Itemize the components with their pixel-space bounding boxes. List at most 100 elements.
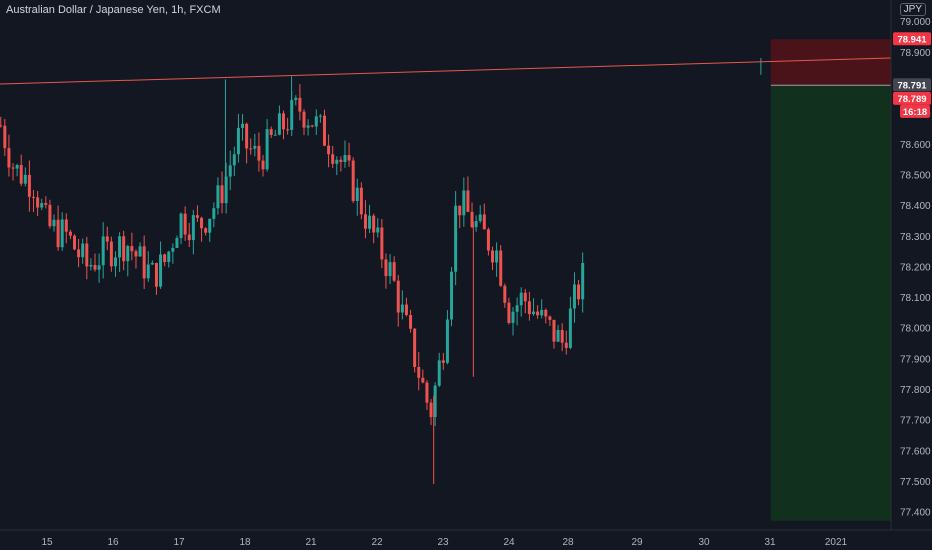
candle xyxy=(204,227,208,236)
x-tick-label: 30 xyxy=(698,537,710,548)
candle xyxy=(245,122,249,164)
candle xyxy=(36,190,40,216)
candle xyxy=(154,262,158,295)
candle xyxy=(368,204,372,233)
x-tick-label: 31 xyxy=(764,537,776,548)
candle xyxy=(478,205,482,224)
candle xyxy=(273,129,277,136)
y-tick-label: 77.500 xyxy=(900,477,931,488)
candle xyxy=(179,212,183,245)
candle xyxy=(421,369,425,384)
stop-loss-zone[interactable] xyxy=(770,39,891,86)
svg-text:78.941: 78.941 xyxy=(897,34,927,45)
price-label-last: 78.789 xyxy=(893,91,931,105)
candle xyxy=(507,297,511,325)
x-tick-label: 21 xyxy=(305,537,317,548)
candle xyxy=(113,251,117,277)
candle xyxy=(400,290,404,320)
candle xyxy=(81,238,85,264)
candle xyxy=(454,190,458,286)
y-tick-label: 78.900 xyxy=(900,48,931,59)
svg-text:78.789: 78.789 xyxy=(897,94,926,105)
candle xyxy=(97,253,101,283)
candle xyxy=(519,287,523,317)
candle xyxy=(163,253,167,267)
candle xyxy=(241,114,245,141)
candle xyxy=(134,249,138,269)
candle xyxy=(228,150,232,191)
candle xyxy=(388,254,392,285)
candle xyxy=(286,117,290,135)
y-tick-label: 78.000 xyxy=(900,324,931,335)
candle xyxy=(257,132,261,172)
candle xyxy=(577,279,581,306)
candle xyxy=(544,308,548,324)
candle xyxy=(491,246,495,271)
x-tick-label: 28 xyxy=(562,537,574,548)
candle xyxy=(269,126,273,139)
x-tick-label: 22 xyxy=(371,537,383,548)
candle xyxy=(208,218,212,242)
price-label-countdown: 16:18 xyxy=(900,104,930,118)
candle xyxy=(523,288,527,314)
candle xyxy=(310,124,314,128)
candle xyxy=(433,382,437,427)
candle xyxy=(404,297,408,317)
resistance-trendline[interactable] xyxy=(0,57,892,85)
candle xyxy=(277,105,281,136)
candle xyxy=(355,178,359,216)
candle xyxy=(159,241,163,289)
y-tick-label: 77.700 xyxy=(900,416,931,427)
y-tick-label: 77.600 xyxy=(900,446,931,457)
candle xyxy=(56,205,60,251)
y-tick-label: 77.900 xyxy=(900,354,931,365)
candle xyxy=(511,306,515,336)
candle xyxy=(60,212,64,251)
candle xyxy=(482,203,486,230)
candle xyxy=(351,157,355,204)
candle xyxy=(11,163,15,181)
candle xyxy=(187,222,191,248)
candle xyxy=(212,202,216,228)
candle xyxy=(138,242,142,257)
candle xyxy=(318,114,322,123)
candle xyxy=(3,118,7,156)
candle xyxy=(327,134,331,168)
x-tick-label: 15 xyxy=(41,537,53,548)
candle xyxy=(122,230,126,271)
candle xyxy=(425,380,429,411)
candle xyxy=(118,232,122,273)
candle xyxy=(470,202,474,229)
candle xyxy=(191,209,195,255)
y-tick-label: 78.100 xyxy=(900,293,931,304)
candle xyxy=(40,198,44,211)
candle xyxy=(466,176,470,213)
x-tick-label: 29 xyxy=(631,537,643,548)
y-tick-label: 78.200 xyxy=(900,262,931,273)
candle xyxy=(126,244,130,277)
x-tick-label: 23 xyxy=(437,537,449,548)
candle xyxy=(335,156,339,176)
currency-button[interactable]: JPY xyxy=(899,3,926,16)
y-tick-label: 79.000 xyxy=(900,17,931,28)
candle xyxy=(359,182,363,220)
candle xyxy=(363,200,367,239)
y-tick-label: 78.500 xyxy=(900,170,931,181)
candle xyxy=(548,315,552,326)
candle xyxy=(445,310,449,365)
candle xyxy=(568,296,572,350)
candle xyxy=(64,213,68,244)
candle xyxy=(171,243,175,264)
candle xyxy=(294,95,298,106)
candle xyxy=(224,162,228,214)
candle xyxy=(322,109,326,147)
candle xyxy=(261,154,265,177)
candle xyxy=(314,109,318,135)
candle xyxy=(581,252,585,313)
candle xyxy=(376,218,380,238)
candle xyxy=(77,238,81,268)
candle xyxy=(298,84,302,121)
candle xyxy=(515,297,519,326)
take-profit-zone[interactable] xyxy=(770,85,891,521)
